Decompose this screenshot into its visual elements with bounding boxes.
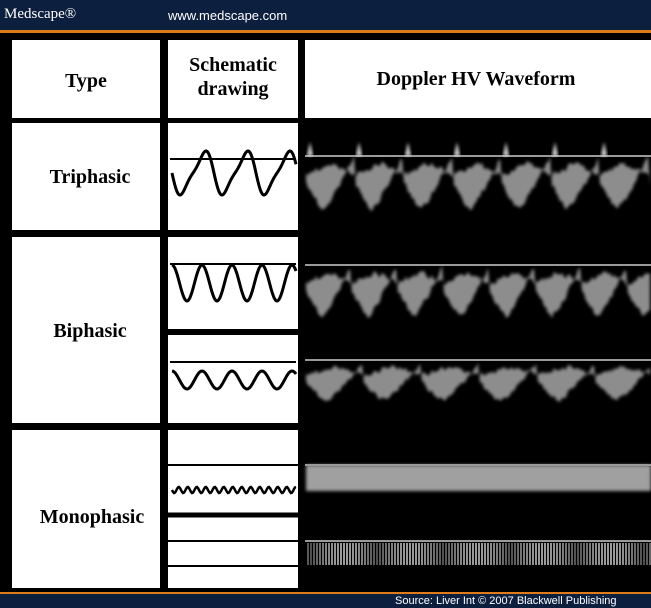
brand: Medscape®	[4, 6, 77, 22]
spike	[405, 142, 411, 156]
cell	[12, 237, 160, 423]
spike	[552, 142, 558, 156]
column-header: Type	[65, 70, 107, 92]
spike	[356, 142, 362, 156]
schematic-lines	[168, 158, 298, 567]
cell	[12, 40, 160, 118]
doppler-signal	[306, 265, 650, 319]
cell	[12, 430, 160, 588]
row-label: Triphasic	[50, 166, 131, 188]
cell	[168, 40, 298, 118]
source: Source: Liver Int © 2007 Blackwell Publi…	[395, 595, 617, 607]
spike	[503, 142, 509, 156]
column-header: drawing	[197, 78, 268, 100]
top-bar: Medscape® www.medscape.com	[0, 0, 651, 33]
doppler-waves	[305, 142, 651, 565]
row-label: Biphasic	[53, 320, 126, 342]
figure: Type Schematic drawing Doppler HV Wavefo…	[0, 33, 651, 592]
cell	[168, 237, 298, 329]
cell	[168, 430, 298, 588]
row-label: Monophasic	[40, 506, 145, 528]
cell	[12, 123, 160, 230]
doppler-signal	[306, 465, 651, 491]
bottom-bar: Source: Liver Int © 2007 Blackwell Publi…	[0, 592, 651, 608]
spike	[601, 142, 607, 156]
doppler-signal	[306, 363, 650, 402]
spike	[454, 142, 460, 156]
cell	[305, 40, 651, 118]
column-header: Doppler HV Waveform	[377, 68, 576, 90]
schematic-wave	[171, 369, 298, 391]
url: www.medscape.com	[168, 8, 288, 23]
schematic-wave	[170, 149, 298, 197]
schematic-wave	[171, 263, 298, 303]
schematic-waves	[170, 149, 298, 495]
doppler-signal	[306, 155, 650, 212]
column-header: Schematic	[189, 54, 277, 76]
schematic-wave	[170, 485, 297, 495]
spike	[307, 142, 313, 156]
cell	[168, 335, 298, 423]
